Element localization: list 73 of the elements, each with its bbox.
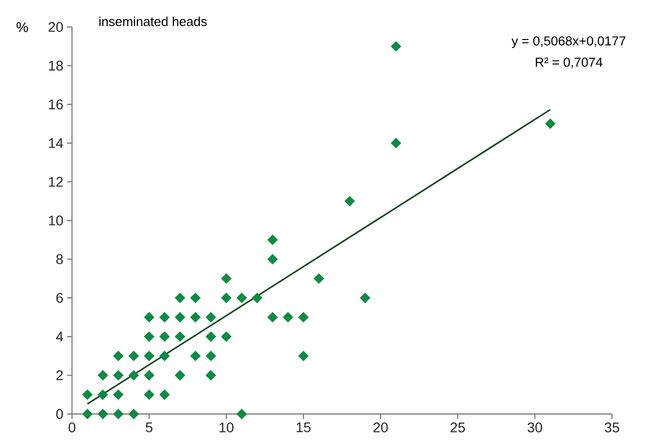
point [221, 292, 232, 304]
point [344, 196, 355, 206]
point [206, 350, 216, 362]
point [144, 389, 154, 400]
point [190, 312, 201, 323]
y-tick-label: 0 [56, 409, 63, 419]
point [113, 350, 124, 362]
x-tick-label: 15 [296, 422, 311, 432]
point [98, 370, 108, 381]
point [128, 350, 139, 362]
point [98, 408, 108, 420]
y-tick-label: 8 [56, 254, 63, 264]
x-tick-label: 20 [374, 422, 388, 432]
point [159, 312, 170, 323]
point [267, 234, 278, 246]
point [98, 389, 108, 400]
point [390, 138, 402, 148]
annotation: R² = 0,7074 [536, 58, 602, 68]
point [314, 273, 324, 284]
y-tick-label: 10 [49, 216, 63, 226]
x-tick-label: 10 [220, 422, 234, 432]
y-tick-label: 18 [49, 60, 63, 71]
x-tick-label: 0 [68, 422, 76, 432]
x-tick-label: 30 [528, 422, 542, 432]
point [190, 350, 201, 362]
point [298, 312, 309, 323]
x-tick-label: 25 [450, 422, 465, 432]
y-tick-label: 14 [49, 138, 64, 148]
point [128, 370, 139, 381]
point [128, 408, 139, 420]
point [144, 370, 154, 381]
point [82, 408, 93, 420]
point [159, 350, 170, 362]
point [390, 41, 402, 52]
point [159, 389, 170, 400]
point [144, 331, 154, 342]
point [82, 389, 93, 400]
x-tick-label: 5 [146, 422, 152, 432]
point [252, 292, 262, 304]
point [113, 389, 124, 400]
point [236, 408, 247, 420]
y-tick-label: 12 [49, 176, 63, 187]
y-tick-label: 2 [56, 370, 63, 380]
point [190, 292, 201, 304]
point [360, 292, 370, 304]
y-axis-title: % [16, 22, 28, 32]
point [206, 312, 216, 323]
point [174, 331, 186, 342]
point [174, 312, 186, 323]
point [144, 312, 154, 323]
y-tick-label: 16 [49, 99, 63, 110]
point [221, 273, 232, 284]
point [174, 370, 186, 381]
point [267, 254, 278, 264]
x-tick-label: 35 [604, 422, 620, 432]
point [267, 312, 278, 323]
point [236, 292, 247, 304]
y-tick-label: 6 [56, 292, 63, 303]
point [144, 350, 154, 362]
y-tick-label: 20 [48, 22, 63, 32]
point [113, 370, 124, 381]
point [545, 118, 556, 130]
point [221, 331, 232, 342]
point [298, 350, 309, 362]
point [159, 331, 170, 342]
annotation: y = 0,5068x+0,0177 [512, 36, 626, 48]
point [282, 312, 294, 323]
point [206, 331, 216, 342]
y-tick-label: 4 [56, 332, 64, 342]
point [206, 370, 216, 381]
point [174, 292, 186, 304]
point [113, 408, 124, 420]
chart-title: inseminated heads [99, 16, 207, 26]
